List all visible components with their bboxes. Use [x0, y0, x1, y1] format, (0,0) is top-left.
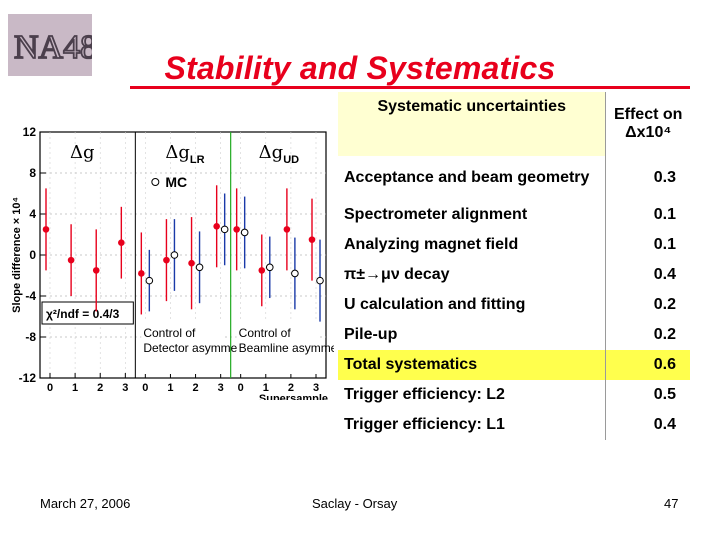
y-tick-label: -8 [25, 330, 36, 344]
table-row: U calculation and fitting 0.2 [338, 290, 690, 320]
mc-point [265, 263, 274, 272]
mc-point [316, 276, 324, 285]
row-label: Total systematics [338, 350, 607, 380]
table-row: Pile-up 0.2 [338, 320, 690, 350]
row-value: 0.1 [653, 236, 676, 253]
note-background [236, 322, 320, 374]
mc-point [240, 228, 249, 237]
row-value: 0.6 [605, 350, 690, 380]
y-tick-label: -4 [25, 289, 36, 303]
row-value: 0.4 [653, 266, 676, 283]
row-label: Analyzing magnet field [338, 230, 607, 260]
mc-point [291, 269, 299, 278]
panel-label: ΔgUD [259, 142, 299, 166]
data-point [258, 267, 266, 274]
data-point [163, 256, 170, 264]
x-tick-label: 3 [313, 382, 319, 394]
table-row: Analyzing magnet field 0.1 [338, 230, 690, 260]
na48-logo: NA48 [8, 14, 92, 76]
row-value: 0.4 [653, 416, 676, 433]
legend-mc-marker [151, 178, 160, 186]
effect-header-line1: Effect on [613, 106, 683, 123]
table-header-effect: Effect on Δx10⁴ [605, 92, 690, 156]
row-label: Acceptance and beam geometry [338, 156, 607, 200]
row-label: Trigger efficiency: L1 [338, 410, 607, 440]
x-tick-label: 3 [218, 382, 224, 394]
x-tick-label: 0 [142, 382, 148, 394]
fit-box [41, 301, 134, 325]
row-label: Trigger efficiency: L2 [338, 380, 607, 410]
systematics-table: Systematic uncertainties Effect on Δx10⁴… [338, 92, 690, 440]
legend-mc-label: MC [165, 174, 187, 190]
data-point [138, 270, 145, 277]
data-point [283, 226, 291, 233]
mc-point [145, 276, 154, 285]
x-tick-label: 2 [97, 382, 103, 394]
panel-label: Δg [70, 142, 95, 163]
row-label: Pile-up [338, 320, 607, 350]
logo-lettering: NA48 [14, 29, 92, 66]
effect-header-line2: Δx10⁴ [625, 124, 672, 141]
row-label: π±→μν decay [338, 260, 607, 290]
x-tick-label: 2 [288, 382, 294, 394]
x-tick-label: 1 [167, 382, 173, 394]
page-number: 47 [664, 496, 679, 511]
data-point [308, 236, 316, 243]
slide-title: Stability and Systematics [164, 50, 556, 86]
y-tick-label: 8 [29, 166, 36, 180]
row-value: 0.2 [653, 296, 676, 313]
row-value: 0.2 [653, 326, 676, 343]
table-row-total: Total systematics 0.6 [338, 350, 690, 380]
row-value: 0.3 [653, 169, 676, 186]
x-axis-label: Supersample [259, 393, 328, 400]
x-tick-label: 1 [263, 382, 269, 394]
data-point [67, 256, 75, 264]
x-tick-label: 1 [72, 382, 78, 394]
data-point [213, 223, 220, 230]
data-point [92, 267, 100, 274]
row-value: 0.5 [653, 386, 676, 403]
table-row: Acceptance and beam geometry 0.3 [338, 156, 690, 200]
row-label: U calculation and fitting [338, 290, 607, 320]
data-point [42, 226, 50, 233]
footer-date: March 27, 2006 [40, 496, 131, 511]
mc-point [220, 225, 229, 234]
na48-logo-graphic: NA48 [8, 14, 92, 76]
x-tick-label: 3 [122, 382, 128, 394]
data-point [118, 239, 125, 246]
mc-point [195, 263, 204, 272]
y-tick-label: -12 [19, 371, 37, 385]
fit-label: χ²/ndf = 0.4/3 [46, 307, 120, 321]
note-background [141, 322, 225, 374]
x-tick-label: 0 [238, 382, 244, 394]
y-tick-label: 4 [29, 207, 36, 221]
y-tick-label: 0 [29, 248, 36, 262]
footer-venue: Saclay - Orsay [312, 496, 398, 511]
panel-note: Beamline asymmetry [239, 341, 334, 355]
table-header-systematics: Systematic uncertainties [338, 92, 607, 156]
table-row: Spectrometer alignment 0.1 [338, 200, 690, 230]
table-row: π±→μν decay 0.4 [338, 260, 690, 290]
row-label: Spectrometer alignment [338, 200, 607, 230]
table-row: Trigger efficiency: L1 0.4 [338, 410, 690, 440]
panel-note: Detector asymmetry [143, 341, 250, 355]
panel-note: Control of [239, 326, 292, 340]
x-tick-label: 0 [47, 382, 53, 394]
y-axis-label: Slope difference × 10⁴ [11, 197, 23, 313]
mc-point [170, 251, 179, 259]
table-row: Trigger efficiency: L2 0.5 [338, 380, 690, 410]
data-point [188, 259, 195, 267]
data-point [233, 226, 240, 233]
x-tick-label: 2 [192, 382, 198, 394]
row-value: 0.1 [653, 206, 676, 223]
y-tick-label: 12 [23, 125, 37, 139]
panel-note: Control of [143, 326, 196, 340]
title-divider [130, 86, 690, 89]
